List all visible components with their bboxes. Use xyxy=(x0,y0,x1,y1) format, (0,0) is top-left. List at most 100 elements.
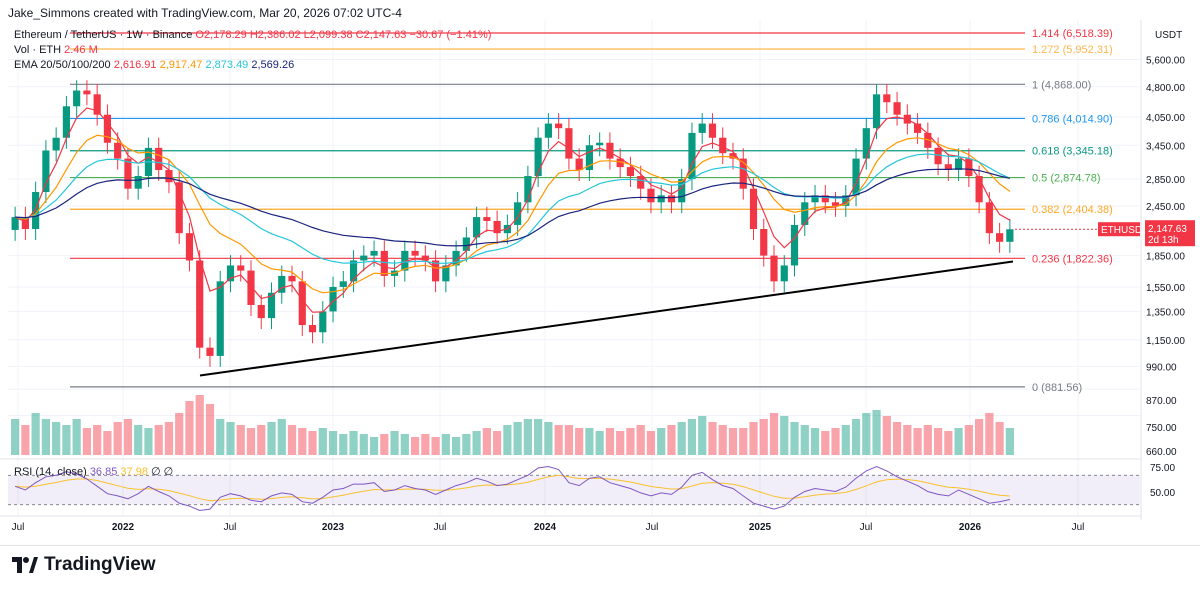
volume-bar xyxy=(800,425,809,455)
volume-bar xyxy=(913,428,922,455)
rsi-ma-value: 37.98 xyxy=(120,466,148,478)
volume-bar xyxy=(134,425,143,455)
volume-series xyxy=(11,395,1014,455)
brand-name: TradingView xyxy=(44,554,156,575)
candle-body xyxy=(565,128,573,159)
fib-label: 1.414 (6,518.39) xyxy=(1032,28,1113,40)
time-tick: Jul xyxy=(224,522,237,533)
candle-body xyxy=(955,158,963,171)
volume-bar xyxy=(769,413,779,455)
candle-body xyxy=(842,195,850,206)
price-tick: 1,350.00 xyxy=(1146,307,1185,318)
candle-body xyxy=(831,202,840,206)
rsi-label: RSI (14, close) xyxy=(14,466,87,478)
volume-bar xyxy=(267,422,276,455)
volume-bar xyxy=(52,422,61,455)
candle-body xyxy=(32,191,40,230)
volume-row[interactable]: Vol · ETH 2.46 M xyxy=(14,43,491,58)
ema50-value: 2,917.47 xyxy=(159,59,203,71)
volume-bar xyxy=(164,422,174,455)
volume-bar xyxy=(677,422,686,455)
rsi-extra: ∅ ∅ xyxy=(151,466,174,478)
candle-body xyxy=(411,250,419,256)
candle-body xyxy=(360,255,368,261)
ema-label: EMA 20/50/100/200 xyxy=(14,59,111,71)
rsi-tick: 75.00 xyxy=(1150,463,1175,474)
time-axis[interactable]: Jul 2022 Jul 2023 Jul 2024 Jul 2025 Jul 2026 Jul xyxy=(0,515,1141,533)
volume-bar xyxy=(513,422,522,455)
volume-bar xyxy=(554,425,563,455)
fib-label: 0.382 (2,404.38) xyxy=(1032,204,1113,216)
volume-bar xyxy=(985,413,994,455)
volume-bar xyxy=(595,431,604,455)
volume-bar xyxy=(862,413,871,455)
volume-bar xyxy=(93,425,102,455)
price-tick: 4,050.00 xyxy=(1146,113,1185,124)
last-price-symbol: ETHUSDT xyxy=(1101,225,1148,236)
volume-bar xyxy=(72,419,81,455)
candle-body xyxy=(872,94,881,129)
candle-body xyxy=(667,195,676,203)
last-price-symbol-tag xyxy=(1098,222,1140,237)
volume-bar xyxy=(1005,428,1014,455)
fib-label: 0.618 (3,345.18) xyxy=(1032,146,1113,158)
chart-legend: Ethereum / TetherUS · 1W · Binance O2,17… xyxy=(14,28,491,73)
volume-bar xyxy=(216,419,225,455)
candle-body xyxy=(729,153,737,159)
candle-body xyxy=(206,347,214,356)
candle-body xyxy=(965,158,973,177)
volume-bar xyxy=(103,431,112,455)
volume-bar xyxy=(11,419,20,455)
candle-body xyxy=(975,176,983,203)
volume-bar xyxy=(226,422,235,455)
volume-bar xyxy=(605,428,615,455)
candle-body xyxy=(473,217,481,238)
candle-body xyxy=(934,147,942,165)
tradingview-logo-icon xyxy=(12,557,38,573)
candle-body xyxy=(688,132,696,180)
chart-credit: Jake_Simmons created with TradingView.co… xyxy=(8,6,402,20)
volume-bar xyxy=(349,431,358,455)
candle-body xyxy=(185,233,194,261)
volume-bar xyxy=(616,431,625,455)
candle-body xyxy=(811,195,819,203)
volume-value: 2.46 M xyxy=(64,44,98,56)
candle-body xyxy=(801,202,809,225)
price-tick: 2,450.00 xyxy=(1146,202,1185,213)
ema-row[interactable]: EMA 20/50/100/200 2,616.91 2,917.47 2,87… xyxy=(14,58,491,73)
trendline[interactable] xyxy=(199,260,1014,377)
fib-label: 0.5 (2,874.78) xyxy=(1032,173,1101,185)
candle-body xyxy=(996,233,1004,242)
rsi-line xyxy=(14,465,1011,512)
candle-body xyxy=(1006,229,1014,242)
volume-bar xyxy=(964,425,973,455)
candle-body xyxy=(103,114,112,143)
candle-body xyxy=(862,128,870,159)
volume-bar xyxy=(31,413,40,455)
volume-bar xyxy=(903,425,912,455)
candle-body xyxy=(637,176,645,189)
tradingview-logo[interactable]: TradingView xyxy=(12,554,156,576)
volume-bar xyxy=(123,419,133,455)
volume-bar xyxy=(195,395,204,455)
volume-bar xyxy=(718,425,727,455)
fibonacci-levels: 1.414 (6,518.39) 1.272 (5,952.31) 1 (4,868… xyxy=(70,28,1113,394)
candle-body xyxy=(278,275,286,293)
candle-body xyxy=(893,102,901,115)
chart-canvas[interactable]: 1.414 (6,518.39) 1.272 (5,952.31) 1 (4,868… xyxy=(0,0,1200,545)
candle-body xyxy=(452,250,460,266)
symbol-row[interactable]: Ethereum / TetherUS · 1W · Binance O2,17… xyxy=(14,28,491,43)
candle-body xyxy=(421,255,429,261)
candle-body xyxy=(216,281,224,356)
volume-bar xyxy=(995,422,1004,455)
volume-bar xyxy=(144,428,153,455)
candle-body xyxy=(647,188,655,203)
volume-bar xyxy=(831,428,840,455)
volume-bar xyxy=(646,431,656,455)
rsi-legend[interactable]: RSI (14, close) 36.85 37.98 ∅ ∅ xyxy=(14,465,173,478)
candle-body xyxy=(493,220,501,234)
candle-body xyxy=(544,123,552,138)
candle-body xyxy=(155,147,163,171)
price-axis[interactable]: USDT 5,600.00 4,800.00 4,050.00 3,450.00 2,85… xyxy=(1140,20,1185,520)
volume-bar xyxy=(257,425,266,455)
